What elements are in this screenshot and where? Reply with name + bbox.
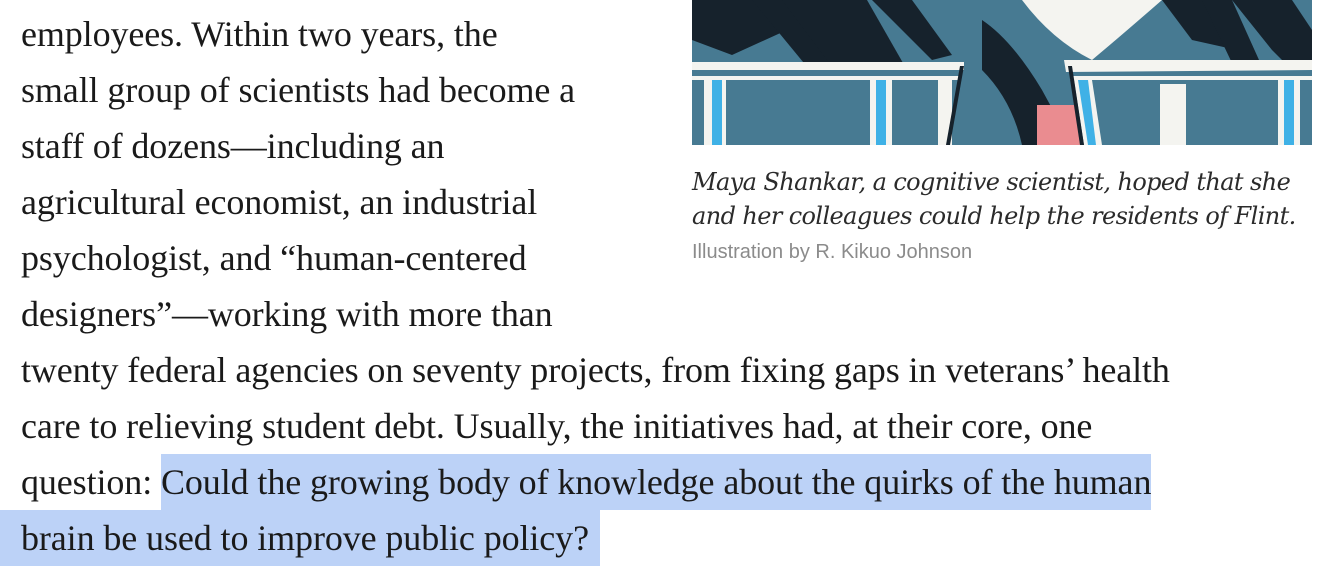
caption-line: Maya Shankar, a cognitive scientist, hop…	[692, 168, 1291, 196]
narrow-text-column: employees. Within two years, the small g…	[21, 6, 681, 342]
text-line: staff of dozens—including an	[21, 126, 445, 166]
text-line-highlighted-start[interactable]: question: Could the growing body of know…	[21, 454, 1321, 510]
highlighted-selection[interactable]: Could the growing body of knowledge abou…	[161, 454, 1151, 510]
text-line: employees. Within two years, the	[21, 14, 498, 54]
text-line: psychologist, and “human-centered	[21, 238, 527, 278]
text-line: care to relieving student debt. Usually,…	[21, 406, 1093, 446]
figure-caption: Maya Shankar, a cognitive scientist, hop…	[692, 165, 1312, 233]
highlighted-selection[interactable]: brain be used to improve public policy?	[0, 510, 600, 566]
full-width-text: twenty federal agencies on seventy proje…	[0, 342, 1321, 566]
illustration-credit: Illustration by R. Kikuo Johnson	[692, 241, 973, 263]
text-line-highlighted-end[interactable]: brain be used to improve public policy?	[0, 510, 1321, 566]
question-lead: question:	[21, 462, 161, 502]
illustration-figure: Maya Shankar, a cognitive scientist, hop…	[692, 0, 1312, 265]
caption-line: and her colleagues could help the reside…	[692, 202, 1296, 230]
text-line: small group of scientists had become a	[21, 70, 576, 110]
text-line: twenty federal agencies on seventy proje…	[21, 350, 1170, 390]
illustration-image	[692, 0, 1312, 145]
text-line: designers”—working with more than	[21, 294, 553, 334]
text-line: agricultural economist, an industrial	[21, 182, 538, 222]
